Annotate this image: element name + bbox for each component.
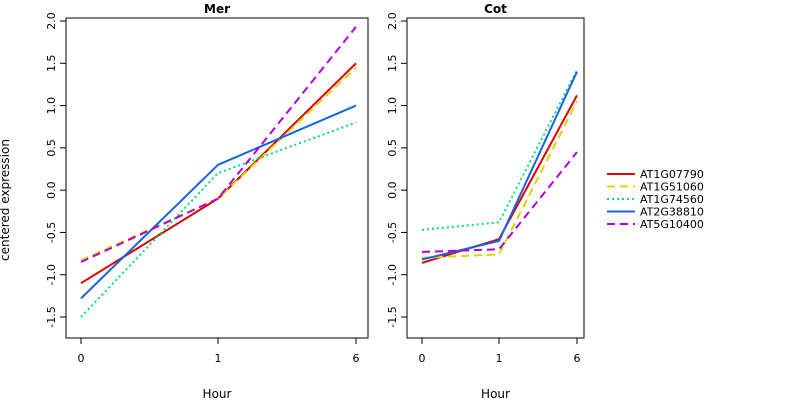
y-tick-label: 2.0 (386, 12, 399, 30)
plot-frame (406, 17, 585, 339)
legend-label: AT1G07790 (640, 168, 704, 181)
legend-item: AT1G07790 (607, 168, 704, 181)
y-tick-label: -0.5 (45, 222, 58, 243)
legend-label: AT5G10400 (640, 218, 704, 231)
series-line-at5g10400 (421, 151, 578, 253)
series-line-at2g38810 (80, 104, 357, 300)
y-tick-label: -1.0 (386, 264, 399, 285)
y-tick-label: 1.0 (386, 97, 399, 115)
series-line-at1g51060 (421, 100, 578, 259)
series-line-at1g74560 (80, 121, 357, 318)
y-tick-label: -1.0 (45, 264, 58, 285)
y-tick-label: -1.5 (386, 306, 399, 327)
legend: AT1G07790AT1G51060AT1G74560AT2G38810AT5G… (607, 168, 704, 231)
series-line-at5g10400 (80, 26, 357, 263)
x-axis-title: Hour (481, 387, 510, 400)
panels: Mer-1.5-1.0-0.50.00.51.01.52.00 1 6HourCot… (45, 2, 585, 400)
y-tick-label: 0.0 (45, 181, 58, 199)
x-tick-label: 0 (419, 352, 426, 365)
panel-title: Mer (204, 2, 230, 16)
y-tick-label: -0.5 (386, 222, 399, 243)
y-tick-label: 2.0 (45, 12, 58, 30)
legend-item: AT1G51060 (607, 181, 704, 194)
y-tick-label: 0.5 (386, 139, 399, 157)
x-axis-title: Hour (203, 387, 232, 400)
legend-label: AT2G38810 (640, 206, 704, 219)
x-tick-label: 1 (215, 352, 222, 365)
panel-cot: Cot -1.5 -1.0 -0.5 0.0 0.5 1.0 1.5 2.0 0 1 6 Hour (386, 2, 585, 400)
x-tick-label: 6 (574, 352, 581, 365)
legend-item: AT1G74560 (607, 193, 704, 206)
y-tick-label: -1.5 (45, 306, 58, 327)
x-tick-label: 0 (78, 352, 85, 365)
y-tick-label: 1.0 (45, 97, 58, 115)
y-tick-label: 0.5 (45, 139, 58, 157)
y-axis-title: centered expression (0, 139, 12, 261)
series-line-at1g07790 (80, 62, 357, 285)
legend-label: AT1G51060 (640, 181, 704, 194)
y-tick-label: 0.0 (386, 181, 399, 199)
legend-item: AT5G10400 (607, 218, 704, 231)
x-tick-label: 1 (496, 352, 503, 365)
plot-frame (65, 17, 369, 339)
legend-item: AT2G38810 (607, 206, 704, 219)
y-tick-label: 1.5 (45, 55, 58, 73)
legend-label: AT1G74560 (640, 193, 704, 206)
panel-title: Cot (484, 2, 507, 16)
y-axis-title-text: centered expression (0, 139, 12, 261)
y-tick-label: 1.5 (386, 55, 399, 73)
x-tick-label: 6 (353, 352, 360, 365)
panel-mer: Mer -1.5 -1.0 -0.5 0.0 0.5 1.0 1.5 2.0 0 1 6 Hour (45, 2, 369, 400)
series-line-at1g74560 (421, 69, 578, 231)
series-line-at2g38810 (421, 71, 578, 261)
